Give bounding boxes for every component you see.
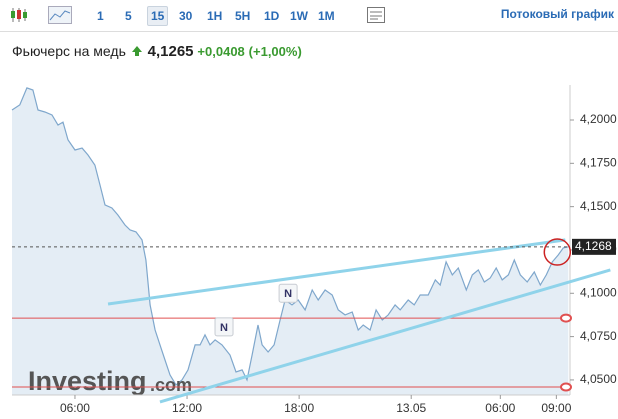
interval-button[interactable]: 1	[97, 9, 104, 23]
news-marker	[214, 317, 234, 337]
x-tick-label: 13.05	[396, 401, 426, 415]
x-tick-label: 12:00	[172, 401, 202, 415]
instrument-name: Фьючерс на медь	[12, 43, 126, 60]
interval-button[interactable]: 5	[125, 9, 132, 23]
toolbar: 1 5 15 30 1H 5H 1D 1W 1M Потоковый график	[0, 0, 618, 32]
price: 4,1265	[147, 42, 194, 60]
interval-button[interactable]: 1D	[264, 9, 280, 23]
x-tick-label: 18:00	[284, 401, 314, 415]
x-tick-label: 06:00	[60, 401, 90, 415]
header: Фьючерс на медь 4,1265 +0,0408 (+1,00%)	[12, 42, 302, 62]
y-tick-label: 4,0500	[580, 372, 617, 386]
interval-button[interactable]: 1W	[290, 9, 308, 23]
area-fill	[12, 87, 569, 396]
news-marker-label: N	[220, 322, 228, 334]
y-tick-label: 4,1500	[580, 199, 617, 213]
y-tick-label: 4,1000	[580, 285, 617, 299]
y-tick-label: 4,0750	[580, 329, 617, 343]
change: +0,0408	[197, 43, 245, 59]
interval-button[interactable]: 30	[179, 9, 193, 23]
line-handle	[560, 382, 572, 392]
news-marker-label: N	[284, 288, 292, 300]
candle-icon[interactable]	[8, 6, 28, 24]
current-price-box	[572, 238, 616, 255]
x-tick-label: 06:00	[485, 401, 515, 415]
circle-annotation	[543, 238, 572, 266]
y-tick-label: 4,1250	[580, 242, 617, 256]
current-price-label: 4,1268	[575, 239, 612, 253]
interval-button[interactable]: 1M	[318, 9, 335, 23]
watermark-suffix: .com	[150, 375, 192, 395]
y-tick-label: 4,2000	[580, 112, 617, 126]
interval-button[interactable]: 5H	[235, 9, 251, 23]
watermark: Investing	[28, 366, 147, 396]
interval-button[interactable]: 15	[147, 6, 169, 26]
change-percent: (+1,00%)	[248, 43, 302, 59]
y-tick-label: 4,1750	[580, 155, 617, 169]
price-line	[11, 87, 569, 386]
interval-button[interactable]: 1H	[207, 9, 223, 23]
trend-line	[159, 268, 611, 404]
line-handle	[560, 313, 572, 323]
up-arrow	[131, 46, 142, 57]
stream-link[interactable]: Потоковый график	[500, 7, 614, 21]
news-marker	[278, 283, 298, 303]
area-icon[interactable]	[48, 6, 72, 24]
trend-line	[107, 238, 566, 306]
layout-icon[interactable]	[366, 6, 386, 24]
x-tick-label: 09:00	[541, 401, 571, 415]
